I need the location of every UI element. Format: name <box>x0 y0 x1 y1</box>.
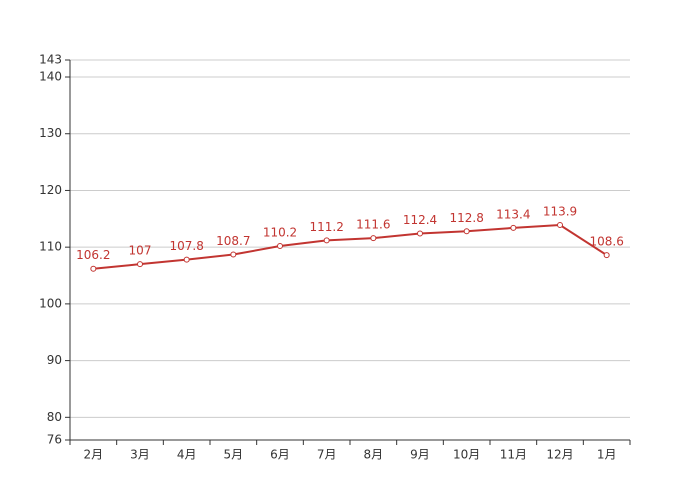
data-label: 106.2 <box>76 248 110 262</box>
data-label: 108.6 <box>589 235 623 249</box>
y-tick-label: 100 <box>39 296 62 310</box>
y-tick-label: 140 <box>39 70 62 84</box>
x-tick-label: 2月 <box>84 448 104 462</box>
x-tick-label: 9月 <box>410 448 430 462</box>
x-tick-label: 7月 <box>317 448 337 462</box>
point <box>90 265 97 272</box>
data-label: 110.2 <box>263 226 297 240</box>
y-tick-label: 80 <box>47 410 62 424</box>
point <box>603 252 610 259</box>
data-label: 108.7 <box>216 234 250 248</box>
x-tick-label: 10月 <box>453 448 480 462</box>
point <box>417 230 423 237</box>
x-tick-label: 6月 <box>270 448 290 462</box>
line <box>93 224 608 270</box>
point <box>510 224 517 231</box>
data-label: 107.8 <box>169 239 203 253</box>
point <box>277 243 283 250</box>
x-tick-label: 8月 <box>364 448 384 462</box>
x-tick-label: 11月 <box>500 448 527 462</box>
x-tick-label: 4月 <box>177 448 197 462</box>
point <box>370 235 377 242</box>
point <box>557 222 563 229</box>
data-label: 111.2 <box>309 220 343 234</box>
x-tick-label: 1月 <box>597 448 617 462</box>
y-tick-label: 120 <box>39 183 62 197</box>
y-tick-label: 110 <box>39 240 62 254</box>
data-label: 111.6 <box>356 218 390 232</box>
data-label: 107 <box>129 244 152 258</box>
point <box>137 261 143 268</box>
y-tick-label: 143 <box>39 53 62 67</box>
point <box>230 251 237 258</box>
x-tick-label: 5月 <box>224 448 244 462</box>
point <box>183 256 190 263</box>
x-tick-label: 3月 <box>130 448 150 462</box>
data-label: 113.4 <box>496 207 530 221</box>
x-tick-label: 12月 <box>546 448 573 462</box>
point <box>463 228 470 235</box>
y-tick-label: 76 <box>47 433 62 447</box>
point <box>323 237 330 244</box>
y-tick-label: 90 <box>47 353 62 367</box>
y-tick-label: 130 <box>39 126 62 140</box>
data-label: 112.4 <box>403 213 437 227</box>
data-label: 113.9 <box>543 205 577 219</box>
data-label: 112.8 <box>449 211 483 225</box>
